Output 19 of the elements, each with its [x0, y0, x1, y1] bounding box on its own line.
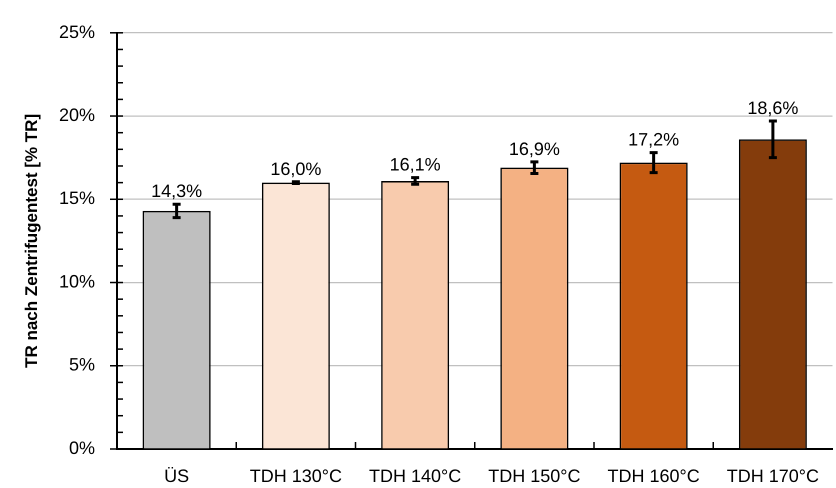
x-tick-label: TDH 170°C [726, 466, 820, 486]
y-tick-label: 5% [68, 354, 95, 375]
x-tick-label: ÜS [164, 466, 190, 486]
x-tick-label: TDH 140°C [369, 466, 462, 486]
data-label: 18,6% [747, 98, 798, 118]
y-axis-title: TR nach Zentrifugentest [% TR] [22, 114, 41, 368]
y-tick-label: 10% [58, 271, 95, 292]
data-label: 16,1% [390, 154, 441, 175]
data-label: 16,9% [508, 138, 560, 159]
x-tick-label: TDH 150°C [488, 466, 580, 486]
y-tick-label: 0% [68, 438, 95, 458]
x-tick-label: TDH 160°C [608, 466, 700, 486]
data-label: 14,3% [151, 181, 202, 202]
x-tick-label: TDH 130°C [250, 466, 342, 486]
y-tick-label: 25% [58, 22, 95, 42]
data-label: 16,0% [270, 158, 322, 179]
y-tick-label: 15% [58, 188, 95, 208]
y-tick-label: 20% [58, 105, 95, 126]
data-label: 17,2% [628, 130, 680, 150]
